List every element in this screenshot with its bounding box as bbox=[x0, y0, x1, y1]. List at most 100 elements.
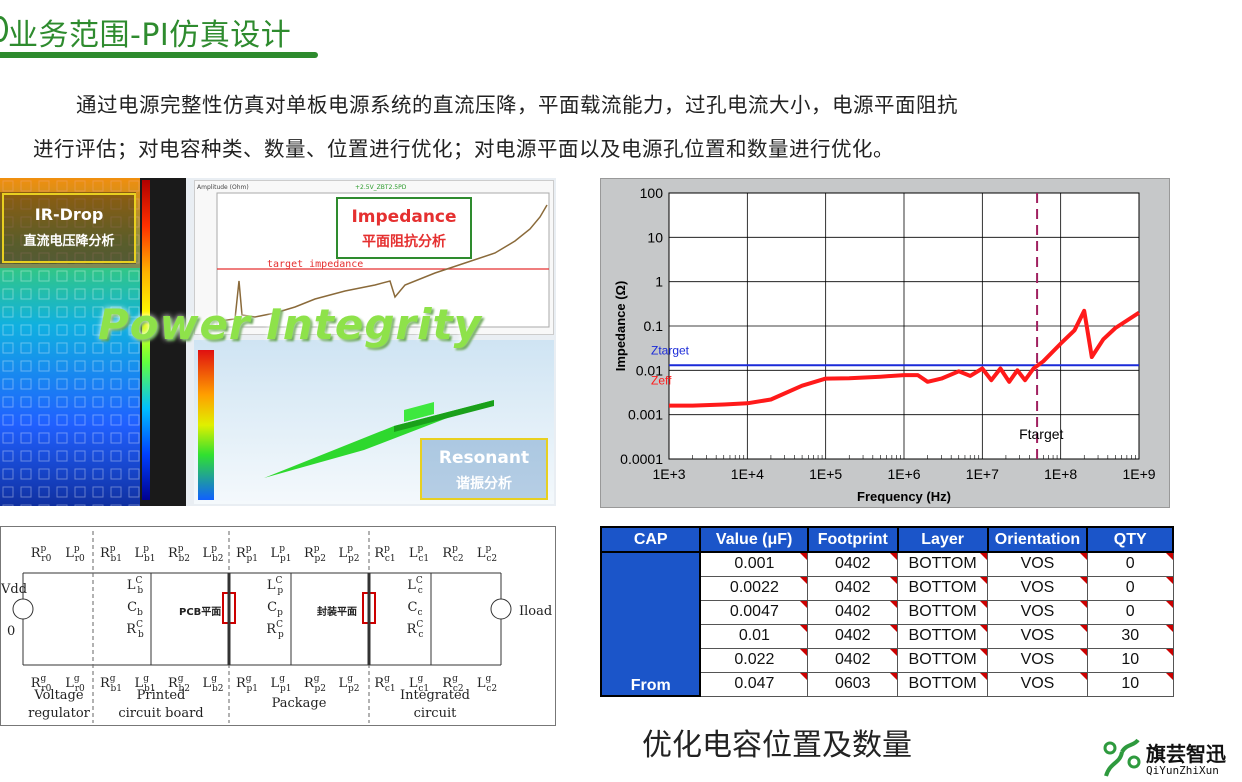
table-cell: BOTTOM bbox=[897, 623, 989, 649]
series-label-top: Rp p1 bbox=[236, 544, 258, 564]
shunt-label: LC c bbox=[407, 576, 423, 596]
series-label-bottom: Rg b2 bbox=[168, 674, 190, 694]
table-cell: VOS bbox=[987, 575, 1088, 601]
table-caption: 优化电容位置及数量 bbox=[642, 728, 912, 763]
y-tick-label: 0.1 bbox=[644, 318, 664, 334]
pdn-circuit-diagram: Vdd 0 Iload PCB平面 封装平面 Rp r0 Lp r0 Rp b1 Lp b1 R… bbox=[0, 526, 556, 726]
table-cell: 0 bbox=[1086, 575, 1174, 601]
x-tick-label: 1E+5 bbox=[809, 466, 842, 482]
table-header-cell: Value (μF) bbox=[699, 526, 809, 553]
table-cell: BOTTOM bbox=[897, 647, 989, 673]
zeff-label: Zeff bbox=[651, 373, 672, 387]
title-bullet bbox=[0, 16, 8, 42]
series-label-top: Lp r0 bbox=[65, 544, 85, 564]
x-tick-label: 1E+6 bbox=[887, 466, 920, 482]
series-label-bottom: Rg p1 bbox=[236, 674, 258, 694]
table-cell: 0 bbox=[1086, 551, 1174, 577]
table-cell: 0402 bbox=[807, 575, 899, 601]
table-header-cell: Layer bbox=[896, 526, 989, 553]
ground-zero-label: 0 bbox=[7, 624, 15, 639]
capacitor-table: CAP Value (μF) Footprint Layer Orientation QT… bbox=[599, 526, 1174, 697]
y-tick-label: 100 bbox=[640, 185, 664, 201]
target-impedance-label: target impedance bbox=[267, 259, 363, 270]
table-cell: 0.047 bbox=[699, 671, 809, 697]
series-label-top: Lp b1 bbox=[135, 544, 156, 564]
series-label-top: Lp p2 bbox=[339, 544, 360, 564]
irdrop-tag: IR-Drop 直流电压降分析 bbox=[2, 193, 136, 263]
section-label: Package bbox=[272, 696, 327, 711]
y-tick-label: 0.001 bbox=[628, 407, 663, 423]
x-tick-label: 1E+7 bbox=[966, 466, 999, 482]
series-label-bottom: Lg b1 bbox=[135, 674, 156, 694]
irdrop-colorbar bbox=[142, 180, 150, 500]
iload-label: Iload bbox=[519, 604, 552, 619]
series-label-bottom: Rg c1 bbox=[374, 674, 395, 694]
vdd-label: Vdd bbox=[1, 582, 27, 597]
irdrop-title: IR-Drop bbox=[34, 205, 104, 224]
series-label-top: Rp b1 bbox=[100, 544, 122, 564]
resonant-subtitle: 谐振分析 bbox=[456, 476, 512, 492]
section-label-line2: circuit bbox=[414, 706, 457, 721]
series-label-bottom: Rg b1 bbox=[100, 674, 122, 694]
section-label: Printed bbox=[137, 688, 186, 703]
shunt-label: LC b bbox=[127, 576, 144, 596]
intro-line-1: 通过电源完整性仿真对单板电源系统的直流压降，平面载流能力，过孔电流大小，电源平面… bbox=[76, 93, 958, 117]
intro-line-2: 进行评估；对电容种类、数量、位置进行优化；对电源平面以及电源孔位置和数量进行优化… bbox=[33, 137, 894, 161]
section-label-line2: regulator bbox=[28, 706, 91, 721]
x-axis-label: Frequency (Hz) bbox=[857, 489, 951, 504]
table-row: 0.0047 0402 BOTTOM VOS 0 bbox=[601, 599, 1174, 625]
section-label: Integrated bbox=[400, 688, 470, 703]
series-label-top: Rp c1 bbox=[374, 544, 395, 564]
table-cell: 0402 bbox=[807, 623, 899, 649]
page-title: 业务范围-PI仿真设计 bbox=[8, 18, 292, 53]
y-tick-label: 1 bbox=[655, 274, 663, 290]
table-cell: 30 bbox=[1086, 623, 1174, 649]
impedance-tag: Impedance 平面阻抗分析 bbox=[336, 197, 472, 259]
ztarget-label: Ztarget bbox=[651, 343, 690, 357]
circuit-schematic: Vdd 0 Iload PCB平面 封装平面 Rp r0 Lp r0 Rp b1 Lp b1 R… bbox=[0, 531, 552, 723]
table-cell: BOTTOM bbox=[897, 599, 989, 625]
table-cell: 0 bbox=[1086, 599, 1174, 625]
series-label-bottom: Rg p2 bbox=[304, 674, 326, 694]
section-label: Voltage bbox=[33, 688, 83, 703]
table-cell: VOS bbox=[987, 647, 1088, 673]
resonant-plot-panel bbox=[194, 340, 554, 504]
table-cell: VOS bbox=[987, 551, 1088, 577]
irdrop-subtitle: 直流电压降分析 bbox=[23, 234, 115, 249]
table-cell: 0.0022 bbox=[699, 575, 809, 601]
table-cell: BOTTOM bbox=[897, 671, 989, 697]
table-cell: VOS bbox=[987, 623, 1088, 649]
series-label-top: Rp b2 bbox=[168, 544, 190, 564]
table-cell: 10 bbox=[1086, 671, 1174, 697]
table-cell: 10 bbox=[1086, 647, 1174, 673]
table-header-cell: Orientation bbox=[986, 526, 1089, 553]
shunt-label: RC p bbox=[266, 620, 284, 640]
table-row: From 0.001 0402 BOTTOM VOS 0 bbox=[599, 551, 1174, 697]
y-axis-label: Impedance (Ω) bbox=[613, 281, 628, 372]
mini-plot-ylabel: Amplitude (Ohm) bbox=[197, 184, 249, 191]
impedance-chart-svg: 1E+3 1E+4 1E+5 1E+6 1E+7 1E+8 1E+9 0.0001 0.001 0… bbox=[613, 185, 1156, 504]
impedance-subtitle: 平面阻抗分析 bbox=[362, 234, 446, 250]
table-cell: VOS bbox=[987, 671, 1088, 697]
x-tick-label: 1E+3 bbox=[652, 466, 685, 482]
mini-plot-title: +2.5V_ZBT2.5PD bbox=[355, 184, 407, 191]
pcb-plane-label: PCB平面 bbox=[179, 606, 221, 618]
series-label-bottom: Lg p1 bbox=[271, 674, 292, 694]
impedance-plot-panel: Amplitude (Ohm) +2.5V_ZBT2.5PD target im… bbox=[194, 180, 554, 335]
series-label-top: Lp c2 bbox=[477, 544, 497, 564]
impedance-chart: 1E+3 1E+4 1E+5 1E+6 1E+7 1E+8 1E+9 0.0001 0.001 0… bbox=[600, 178, 1170, 508]
series-label-bottom: Rg c2 bbox=[442, 674, 463, 694]
series-label-top: Rp r0 bbox=[31, 544, 52, 564]
title-underline bbox=[0, 52, 318, 58]
table-cell: 0.022 bbox=[699, 647, 809, 673]
table-cell: 0402 bbox=[807, 647, 899, 673]
company-name-latin: QiYunZhiXun bbox=[1146, 764, 1219, 777]
table-cell: BOTTOM bbox=[897, 575, 989, 601]
resonant-3d-image bbox=[198, 350, 494, 500]
x-tick-label: 1E+9 bbox=[1122, 466, 1155, 482]
series-label-top: Rp c2 bbox=[442, 544, 463, 564]
table-header-cell: QTY bbox=[1086, 526, 1174, 553]
x-tick-label: 1E+8 bbox=[1044, 466, 1077, 482]
series-label-bottom: Lg b2 bbox=[203, 674, 224, 694]
